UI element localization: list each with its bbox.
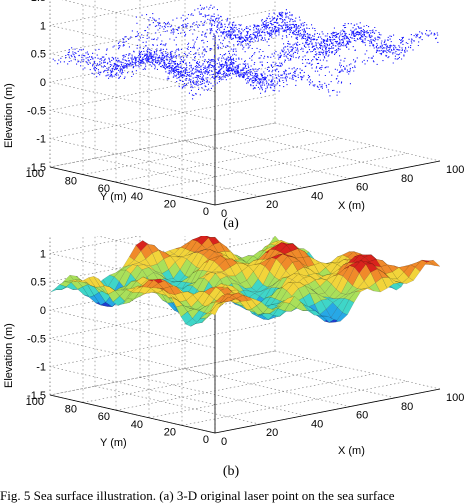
grid-line (229, 131, 396, 171)
y-tick-label: 40 (131, 419, 143, 431)
z-tick-label: 1.5 (31, 0, 46, 4)
x-tick-label: 20 (266, 199, 278, 211)
grid-line (82, 358, 309, 403)
z-tick-label: 0.5 (31, 277, 46, 289)
grid-line (139, 149, 306, 188)
grid-line (49, 94, 276, 177)
panel-b-x-axis-label: X (m) (338, 445, 365, 457)
panel-a-point-cloud-points (52, 4, 439, 100)
z-tick-label: 1 (40, 20, 46, 32)
grid-line (49, 37, 276, 121)
grid-line (49, 322, 276, 405)
y-tick-label: 40 (131, 191, 143, 203)
grid-line (49, 294, 276, 377)
surface-facet (66, 282, 79, 290)
x-tick-label: 60 (356, 182, 368, 194)
panel-a-plot: 1.510.50-0.5-1-1.51008060402000204060801… (3, 0, 465, 220)
z-tick-label: 0 (40, 77, 46, 89)
x-tick-label: 40 (311, 418, 323, 430)
y-tick-label: 0 (203, 434, 209, 446)
y-tick-label: 20 (164, 198, 176, 210)
y-tick-label: 20 (164, 426, 176, 438)
grid-line (274, 122, 441, 162)
x-tick-label: 100 (446, 164, 464, 176)
z-tick-label: 1 (40, 248, 46, 260)
z-tick-label: -1.5 (27, 390, 46, 402)
y-tick-label: 80 (65, 176, 77, 188)
y-tick-label: 100 (26, 168, 44, 180)
z-tick-label: -0.5 (27, 105, 46, 117)
grid-line (49, 265, 276, 349)
panel-b-plot: 1.510.50-0.5-1-1.51008060402000204060801… (3, 236, 465, 457)
x-axis (214, 160, 441, 206)
grid-line (49, 237, 276, 320)
grid-line (181, 381, 408, 426)
grid-line (274, 350, 441, 390)
z-tick-label: -0.5 (27, 333, 46, 345)
x-tick-label: 0 (221, 436, 227, 448)
z-tick-label: -1 (36, 362, 46, 374)
grid-line (61, 0, 216, 36)
grid-line (96, 236, 216, 264)
grid-line (94, 157, 261, 197)
x-tick-label: 100 (446, 392, 464, 404)
x-tick-label: 80 (401, 173, 413, 185)
y-tick-label: 80 (65, 404, 77, 416)
z-tick-label: -1.5 (27, 162, 46, 174)
grid-line (49, 9, 276, 92)
panel-a-z-axis-label: Elevation (m) (3, 83, 15, 148)
panel-b-surface: 1.510.50-0.5-1-1.51008060402000204060801… (0, 236, 474, 462)
panel-a-ticks: 1.510.50-0.5-1-1.51008060402000204060801… (26, 0, 465, 220)
y-tick-label: 60 (98, 411, 110, 423)
grid-line (82, 130, 309, 175)
z-tick-label: -1 (36, 134, 46, 146)
y-axis (49, 166, 216, 206)
panel-b-y-axis-label: Y (m) (100, 437, 127, 449)
grid-line (115, 365, 342, 411)
point-cloud-points (52, 4, 439, 100)
x-tick-label: 40 (311, 190, 323, 202)
panel-b-label: (b) (222, 464, 240, 479)
grid-line (148, 145, 375, 191)
y-tick-label: 100 (26, 396, 44, 408)
x-axis (214, 388, 441, 434)
z-tick-label: 0.5 (31, 49, 46, 61)
x-tick-label: 0 (221, 208, 227, 220)
grid-line (49, 66, 276, 149)
grid-line (229, 359, 396, 399)
grid-line (148, 373, 375, 419)
panel-a-x-axis-label: X (m) (338, 200, 365, 212)
x-tick-label: 20 (266, 427, 278, 439)
x-tick-label: 60 (356, 410, 368, 422)
panel-a-label: (a) (223, 216, 239, 231)
y-axis (49, 394, 216, 434)
panel-a-y-axis-label: Y (m) (100, 191, 127, 203)
panel-b-z-axis-label: Elevation (m) (3, 323, 15, 388)
z-tick-label: 0 (40, 305, 46, 317)
panel-b-ticks: 1.510.50-0.5-1-1.51008060402000204060801… (26, 248, 465, 448)
panel-b-surface-mesh (49, 236, 441, 327)
surface-facet (428, 260, 441, 267)
y-tick-label: 0 (203, 206, 209, 218)
panel-a-grid (49, 0, 441, 206)
grid-line (184, 140, 351, 179)
grid-line (139, 377, 306, 416)
x-tick-label: 80 (401, 401, 413, 413)
figure-caption: Fig. 5 Sea surface illustration. (a) 3-D… (0, 488, 395, 503)
panel-a-point-cloud: 1.510.50-0.5-1-1.51008060402000204060801… (0, 0, 474, 230)
grid-line (184, 368, 351, 407)
grid-line (181, 153, 408, 198)
grid-line (115, 137, 342, 183)
y-tick-label: 60 (98, 183, 110, 195)
grid-line (94, 385, 261, 425)
